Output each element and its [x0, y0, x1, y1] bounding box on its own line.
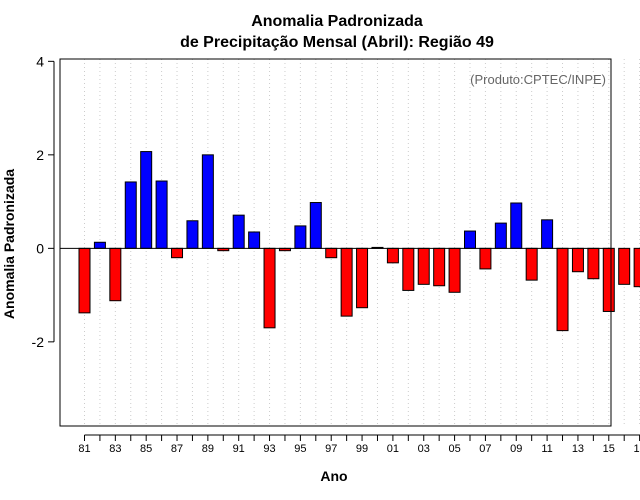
x-tick-label: 99 — [356, 443, 368, 455]
x-tick-label: 97 — [325, 443, 337, 455]
x-axis: 8183858789919395979901030507091113151719… — [78, 434, 640, 455]
bar-2013 — [571, 247, 584, 273]
bar-2009 — [510, 202, 523, 249]
bar-1998 — [340, 247, 353, 317]
bar-2002 — [402, 247, 415, 291]
bar-1996 — [309, 202, 322, 249]
y-tick-label: -2 — [32, 334, 45, 350]
y-tick-label: 4 — [36, 53, 44, 69]
x-tick-label: 11 — [541, 443, 552, 455]
bar-1997 — [325, 247, 338, 259]
bar-1981 — [78, 247, 91, 314]
x-tick-label: 85 — [140, 443, 152, 455]
x-tick-label: 03 — [418, 443, 430, 455]
bar-1984 — [124, 181, 137, 249]
x-tick-label: 81 — [78, 443, 90, 455]
y-axis-title: Anomalia Padronizada — [1, 169, 17, 319]
x-tick-label: 07 — [479, 443, 491, 455]
x-tick-label: 09 — [510, 443, 522, 455]
bar-1989 — [201, 154, 214, 249]
x-tick-label: 13 — [572, 443, 584, 455]
bar-2012 — [556, 247, 569, 332]
y-tick-label: 2 — [36, 147, 44, 163]
chart-title-line2: de Precipitação Mensal (Abril): Região 4… — [180, 34, 494, 51]
bar-2010 — [525, 247, 538, 281]
bar-2014 — [587, 247, 600, 280]
x-tick-label: 89 — [202, 443, 214, 455]
bar-2016 — [618, 247, 631, 285]
bar-2015 — [602, 247, 615, 312]
x-tick-label: 91 — [233, 443, 245, 455]
bar-1991 — [232, 214, 245, 249]
bar-2005 — [448, 247, 461, 293]
bar-2006 — [464, 230, 476, 249]
bar-2003 — [417, 247, 430, 285]
bar-1982 — [93, 241, 106, 249]
bar-2017 — [633, 247, 640, 288]
bar-2004 — [433, 247, 446, 287]
x-tick-label: 17 — [633, 443, 640, 455]
bar-1985 — [140, 151, 153, 249]
bars — [78, 151, 640, 332]
chart-title-line1: Anomalia Padronizada — [251, 13, 423, 30]
bar-1988 — [186, 220, 199, 249]
x-tick-label: 05 — [448, 443, 460, 455]
bar-1987 — [171, 247, 184, 259]
x-tick-label: 01 — [387, 443, 399, 455]
y-tick-label: 0 — [36, 240, 44, 256]
bar-1999 — [356, 247, 369, 309]
bar-2011 — [541, 219, 554, 249]
bar-1995 — [294, 225, 307, 249]
x-tick-label: 83 — [109, 443, 121, 455]
bar-2001 — [386, 247, 399, 264]
y-axis: 4 2 0 -2 — [32, 53, 55, 350]
grid-lines — [84, 59, 640, 426]
x-tick-label: 87 — [171, 443, 183, 455]
x-axis-title: Ano — [320, 468, 347, 484]
bar-2008 — [494, 222, 507, 249]
bar-1983 — [109, 247, 122, 302]
x-tick-label: 15 — [603, 443, 615, 455]
credit-label: (Produto:CPTEC/INPE) — [470, 72, 606, 87]
bar-1993 — [263, 247, 276, 329]
bar-2007 — [479, 247, 492, 270]
plot-frame — [59, 58, 612, 427]
bar-1992 — [248, 231, 261, 249]
bar-1986 — [155, 180, 168, 249]
x-tick-label: 95 — [294, 443, 306, 455]
x-tick-label: 93 — [263, 443, 275, 455]
